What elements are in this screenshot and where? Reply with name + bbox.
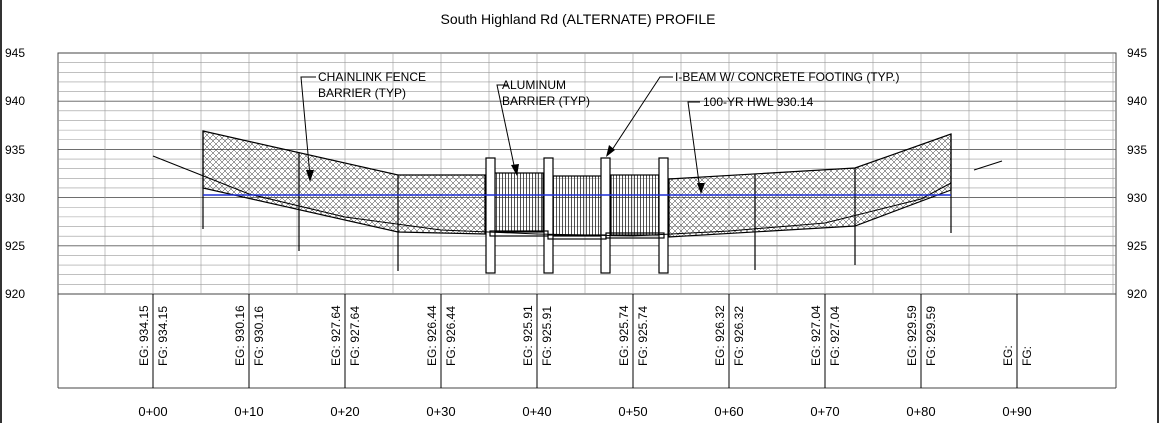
fg-label: FG: 926.44 (444, 306, 458, 366)
eg-label: EG: 925.74 (617, 305, 631, 366)
fg-label: FG: 925.91 (540, 306, 554, 366)
fg-label: FG: 927.04 (828, 306, 842, 366)
annotations: CHAINLINK FENCE BARRIER (TYP) ALUMINUM B… (318, 70, 899, 109)
hwl-label: 100-YR HWL 930.14 (703, 95, 814, 109)
i-beam (485, 157, 496, 274)
station-label: 0+80 (906, 404, 935, 419)
elev-label: 920 (1127, 287, 1147, 301)
station-label: 0+00 (138, 404, 167, 419)
station-label: 0+20 (330, 404, 359, 419)
station-label: 0+70 (810, 404, 839, 419)
elev-label: 920 (5, 287, 25, 301)
fg-label: FG: 930.16 (252, 306, 266, 366)
elevation-labels-right: 945 940 935 930 925 920 (1127, 46, 1147, 301)
aluminum-label-line2: BARRIER (TYP) (502, 94, 590, 108)
i-beam (543, 157, 554, 274)
chainlink-label-line2: BARRIER (TYP) (318, 86, 406, 100)
elevation-labels-left: 945 940 935 930 925 920 (5, 46, 25, 301)
footing (489, 230, 549, 237)
station-label: 0+10 (234, 404, 263, 419)
elev-label: 940 (5, 94, 25, 108)
elev-label: 930 (5, 191, 25, 205)
eg-label: EG: 926.32 (713, 305, 727, 366)
fg-label: FG: 929.59 (924, 306, 938, 366)
station-band (57, 294, 1117, 389)
fg-label: FG: 927.64 (348, 306, 362, 366)
existing-ground-line-tail (973, 160, 1003, 171)
fg-label: FG: (1020, 346, 1034, 366)
elev-label: 940 (1127, 94, 1147, 108)
elev-label: 935 (5, 143, 25, 157)
chainlink-left-section (202, 130, 486, 235)
eg-label: EG: 929.59 (905, 305, 919, 366)
i-beam (658, 157, 669, 274)
station-label: 0+50 (618, 404, 647, 419)
eg-label: EG: 930.16 (233, 305, 247, 366)
station-label: 0+40 (522, 404, 551, 419)
elev-label: 945 (5, 46, 25, 60)
station-label: 0+90 (1002, 404, 1031, 419)
annotation-arrowheads (306, 145, 705, 194)
ibeam-label: I-BEAM W/ CONCRETE FOOTING (TYP.) (675, 70, 899, 84)
elev-label: 930 (1127, 191, 1147, 205)
station-elevation-labels: EG: 934.15 FG: 934.15 EG: 930.16 FG: 930… (137, 305, 1034, 366)
fg-label: FG: 925.74 (636, 306, 650, 366)
annotation-leaders (300, 76, 701, 191)
existing-ground-line (152, 155, 952, 237)
fg-label: FG: 934.15 (156, 306, 170, 366)
elev-label: 945 (1127, 46, 1147, 60)
eg-label: EG: 934.15 (137, 305, 151, 366)
elev-label: 925 (1127, 239, 1147, 253)
profile-title: South Highland Rd (ALTERNATE) PROFILE (441, 11, 716, 27)
aluminum-label-line1: ALUMINUM (502, 78, 566, 92)
aluminum-barrier-panels (494, 172, 660, 237)
aluminum-panel (494, 172, 544, 233)
station-label: 0+30 (426, 404, 455, 419)
chainlink-label-line1: CHAINLINK FENCE (318, 70, 426, 84)
eg-label: EG: 926.44 (425, 305, 439, 366)
aluminum-panel (610, 174, 660, 236)
station-labels: 0+00 0+10 0+20 0+30 0+40 0+50 0+60 0+70 … (138, 404, 1031, 419)
i-beam (600, 157, 611, 274)
eg-label: EG: (1001, 345, 1015, 366)
elev-label: 935 (1127, 143, 1147, 157)
aluminum-panel (552, 175, 602, 237)
i-beam-posts (485, 157, 669, 274)
fg-label: FG: 926.32 (732, 306, 746, 366)
eg-label: EG: 927.64 (329, 305, 343, 366)
eg-label: EG: 927.04 (809, 305, 823, 366)
station-label: 0+60 (714, 404, 743, 419)
elev-label: 925 (5, 239, 25, 253)
eg-label: EG: 925.91 (521, 305, 535, 366)
